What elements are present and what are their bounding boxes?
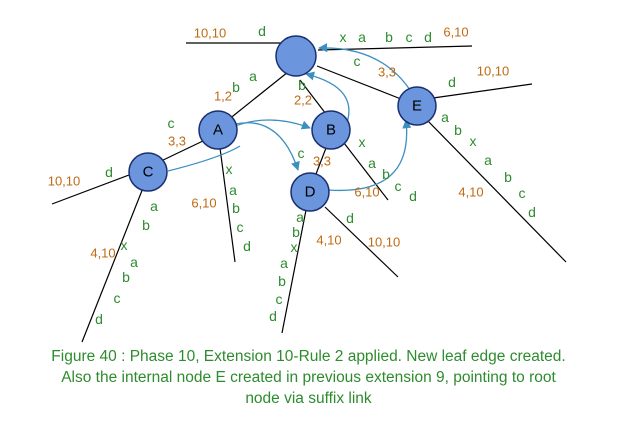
edge-label: d	[105, 164, 113, 180]
edge-label: a	[150, 198, 158, 214]
index-label: 10,10	[194, 26, 227, 41]
edge-label: a	[130, 254, 138, 270]
edge-root-to-a	[227, 71, 289, 121]
caption-line: Figure 40 : Phase 10, Extension 10-Rule …	[51, 348, 566, 365]
edge-label: a	[358, 29, 366, 45]
edge-label: a	[280, 255, 288, 271]
edge-label: c	[406, 29, 413, 45]
edge-e-leaf-d	[432, 83, 533, 99]
edge-e-leaf-long	[425, 118, 567, 263]
edge-label: b	[382, 166, 390, 182]
index-label: 10,10	[477, 64, 510, 79]
node-b-label: B	[326, 122, 336, 139]
edge-label: a	[441, 109, 449, 125]
edge-label: c	[354, 53, 361, 69]
edge-label: x	[470, 133, 477, 149]
index-label: 10,10	[48, 174, 81, 189]
edge-label: x	[121, 237, 128, 253]
suffix-tree-diagram: A B C D E 10,10 d x a b c d 6,10 b a 1,2…	[48, 23, 567, 343]
index-label: 3,3	[378, 65, 396, 80]
edge-label: c	[298, 145, 305, 161]
edge-label: b	[232, 200, 240, 216]
edge-label: d	[424, 29, 432, 45]
suffix-link-a-to-b	[229, 119, 311, 130]
edge-label: c	[519, 185, 526, 201]
edge-d-leaf-d	[324, 206, 399, 278]
caption-line: Also the internal node E created in prev…	[61, 369, 556, 386]
suffix-link-d-to-e	[327, 119, 412, 192]
edge-label: x	[340, 29, 347, 45]
edge-label: d	[346, 210, 354, 226]
edge-label: d	[258, 23, 266, 39]
node-root	[275, 35, 317, 77]
index-label: 1,2	[214, 89, 232, 104]
edge-c-leaf-long	[81, 187, 144, 343]
node-c-label: C	[143, 164, 154, 181]
suffix-link-c-to-d	[167, 145, 241, 172]
edge-label: a	[368, 155, 376, 171]
caption-line: node via suffix link	[245, 390, 372, 407]
index-label: 10,10	[368, 235, 401, 250]
edge-label: x	[291, 239, 298, 255]
node-e-label: E	[412, 98, 422, 115]
edge-label: c	[168, 115, 175, 131]
node-b	[311, 110, 351, 150]
index-label: 6,10	[191, 196, 216, 211]
edge-label: b	[504, 169, 512, 185]
edge-c-leaf-d	[51, 174, 130, 205]
edge-label: a	[229, 182, 237, 198]
edge-label: d	[448, 74, 456, 90]
edge-label: c	[276, 291, 283, 307]
node-e	[397, 86, 437, 126]
suffix-link-a-to-d	[234, 122, 300, 171]
edge-label: d	[269, 308, 277, 324]
edge-label: c	[237, 219, 244, 235]
figure-caption: Figure 40 : Phase 10, Extension 10-Rule …	[0, 346, 617, 409]
node-a-label: A	[213, 122, 223, 139]
edge-label: c	[395, 178, 402, 194]
edge-label: d	[528, 204, 536, 220]
edge-label: x	[359, 134, 366, 150]
edge-label: b	[298, 77, 306, 93]
edge-root-to-b	[299, 79, 327, 115]
edge-b-leaf	[343, 142, 389, 201]
edge-b-to-d	[315, 147, 327, 175]
node-a	[198, 110, 238, 150]
edge-label: a	[296, 209, 304, 225]
edge-label: d	[409, 188, 417, 204]
edge-a-to-c	[158, 139, 206, 163]
index-label: 6,10	[354, 185, 379, 200]
edge-label: b	[232, 79, 240, 95]
edge-label: b	[142, 217, 150, 233]
edge-label: x	[226, 161, 233, 177]
node-d-label: D	[305, 184, 316, 201]
edge-label: b	[292, 224, 300, 240]
index-label: 2,2	[294, 93, 312, 108]
edge-label: a	[484, 152, 492, 168]
node-c	[128, 152, 168, 192]
edge-root-to-e	[316, 65, 402, 100]
suffix-link-e-to-root	[318, 43, 411, 91]
index-label: 4,10	[90, 246, 115, 261]
node-d	[290, 172, 330, 212]
edge-label: b	[385, 29, 393, 45]
edge-label: a	[249, 68, 257, 84]
edge-label: d	[243, 238, 251, 254]
index-label: 4,10	[458, 185, 483, 200]
edge-a-leaf	[219, 147, 236, 263]
index-label: 4,10	[316, 233, 341, 248]
index-label: 3,3	[313, 154, 331, 169]
edge-label: d	[95, 311, 103, 327]
index-label: 6,10	[443, 25, 468, 40]
edge-label: b	[454, 122, 462, 138]
edge-label: b	[122, 269, 130, 285]
edge-label: c	[114, 290, 121, 306]
edge-d-leaf-long	[281, 209, 307, 334]
index-label: 3,3	[168, 134, 186, 149]
edge-label: b	[278, 273, 286, 289]
